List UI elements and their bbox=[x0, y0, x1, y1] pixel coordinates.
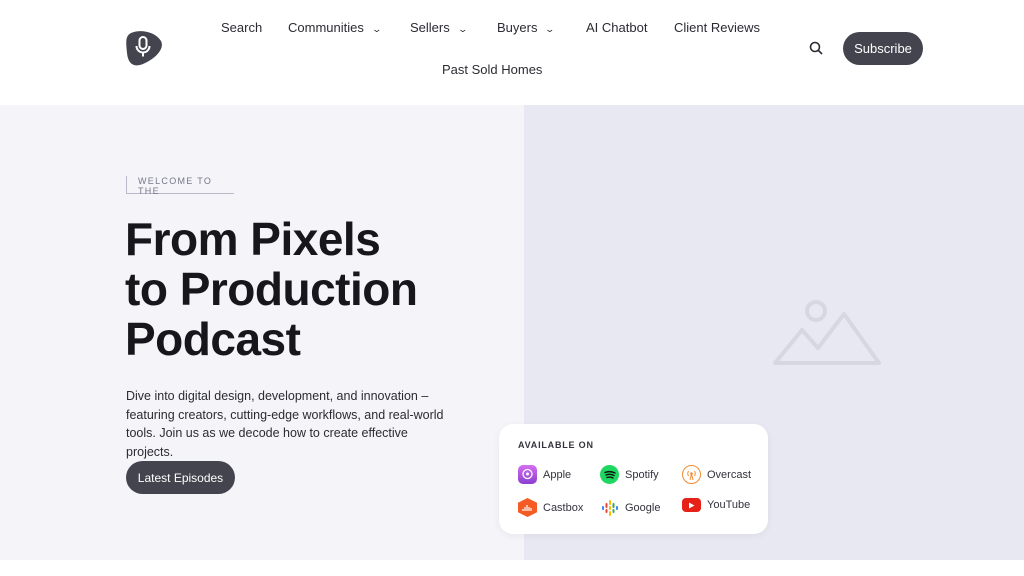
platform-label: Castbox bbox=[543, 501, 584, 514]
nav-label: Communities bbox=[288, 20, 364, 35]
platform-label: Google bbox=[625, 501, 661, 514]
castbox-icon bbox=[518, 498, 537, 517]
nav-past-sold-homes[interactable]: Past Sold Homes bbox=[442, 62, 542, 77]
page-bottom bbox=[0, 560, 1024, 576]
chevron-down-icon: ⌄ bbox=[371, 24, 382, 34]
eyebrow-label: WELCOME TO THE bbox=[126, 176, 234, 196]
nav-label: Buyers bbox=[497, 20, 538, 35]
platform-spotify[interactable]: Spotify bbox=[600, 465, 659, 484]
nav-sellers[interactable]: Sellers ⌄ bbox=[410, 20, 468, 35]
microphone-icon[interactable] bbox=[125, 29, 163, 67]
subscribe-button[interactable]: Subscribe bbox=[843, 32, 923, 65]
platform-label: Overcast bbox=[707, 468, 752, 481]
chevron-down-icon: ⌄ bbox=[457, 24, 468, 34]
platform-google[interactable]: Google bbox=[600, 498, 660, 517]
chevron-down-icon: ⌄ bbox=[544, 24, 556, 34]
nav-label: Past Sold Homes bbox=[442, 62, 543, 77]
overcast-icon bbox=[682, 465, 701, 484]
available-on-card: AVAILABLE ON Apple Spotify Overcast Cast… bbox=[499, 424, 768, 534]
latest-episodes-button[interactable]: Latest Episodes bbox=[126, 461, 235, 494]
platform-label: Apple bbox=[543, 468, 572, 481]
platform-castbox[interactable]: Castbox bbox=[518, 498, 583, 517]
available-on-heading: AVAILABLE ON bbox=[518, 440, 594, 450]
hero-description: Dive into digital design, development, a… bbox=[126, 389, 444, 459]
title-line: From Pixels bbox=[125, 213, 381, 265]
nav-buyers[interactable]: Buyers ⌄ bbox=[497, 20, 556, 35]
nav-search[interactable]: Search bbox=[221, 20, 262, 35]
search-icon[interactable] bbox=[808, 40, 825, 57]
platform-youtube[interactable]: YouTube bbox=[682, 498, 750, 512]
nav-label: AI Chatbot bbox=[586, 20, 648, 35]
nav-communities[interactable]: Communities ⌄ bbox=[288, 20, 382, 35]
image-placeholder-icon bbox=[773, 300, 881, 365]
hero-content-panel bbox=[0, 105, 524, 560]
site-header: Search Communities ⌄ Sellers ⌄ Buyers ⌄ AI … bbox=[0, 0, 1024, 105]
google-podcasts-icon bbox=[600, 498, 619, 517]
nav-label: Search bbox=[221, 20, 263, 35]
platform-apple[interactable]: Apple bbox=[518, 465, 571, 484]
title-line: to Production bbox=[125, 263, 418, 315]
youtube-icon bbox=[682, 498, 701, 512]
title-line: Podcast bbox=[125, 313, 301, 365]
nav-client-reviews[interactable]: Client Reviews bbox=[674, 20, 760, 35]
spotify-icon bbox=[600, 465, 619, 484]
nav-ai-chatbot[interactable]: AI Chatbot bbox=[586, 20, 647, 35]
platform-label: Spotify bbox=[625, 468, 659, 481]
platform-overcast[interactable]: Overcast bbox=[682, 465, 751, 484]
nav-label: Client Reviews bbox=[674, 20, 760, 35]
nav-label: Sellers bbox=[410, 20, 450, 35]
platform-label: YouTube bbox=[707, 499, 751, 511]
page-title: From Pixels to Production Podcast bbox=[125, 213, 418, 365]
apple-podcasts-icon bbox=[518, 465, 537, 484]
